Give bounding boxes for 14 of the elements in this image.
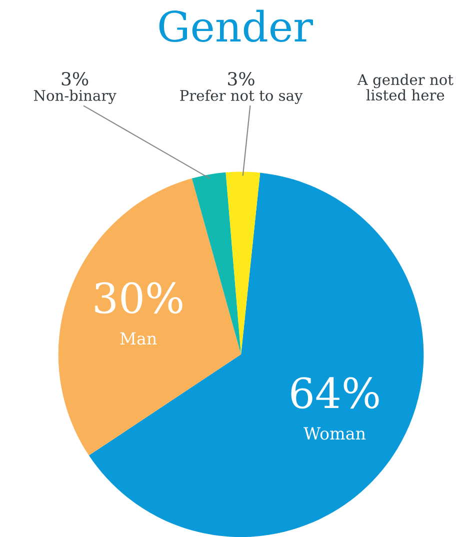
pie-slice [192,172,242,354]
pie-slice [58,178,242,456]
data-label: 30% [95,282,182,314]
slice-label: Man [120,332,157,345]
data-label: 3% [228,72,254,86]
slice-label: Woman [304,427,366,440]
data-label: 3% [62,72,88,86]
chart-title: Gender [159,10,314,42]
pie-slice [226,172,260,354]
category-label: A gender not listed here [357,74,454,101]
slice-label: Prefer not to say [180,90,303,104]
slice-label: Non-binary [34,90,116,104]
pie-slice [88,172,424,537]
data-label: 64% [291,377,379,409]
